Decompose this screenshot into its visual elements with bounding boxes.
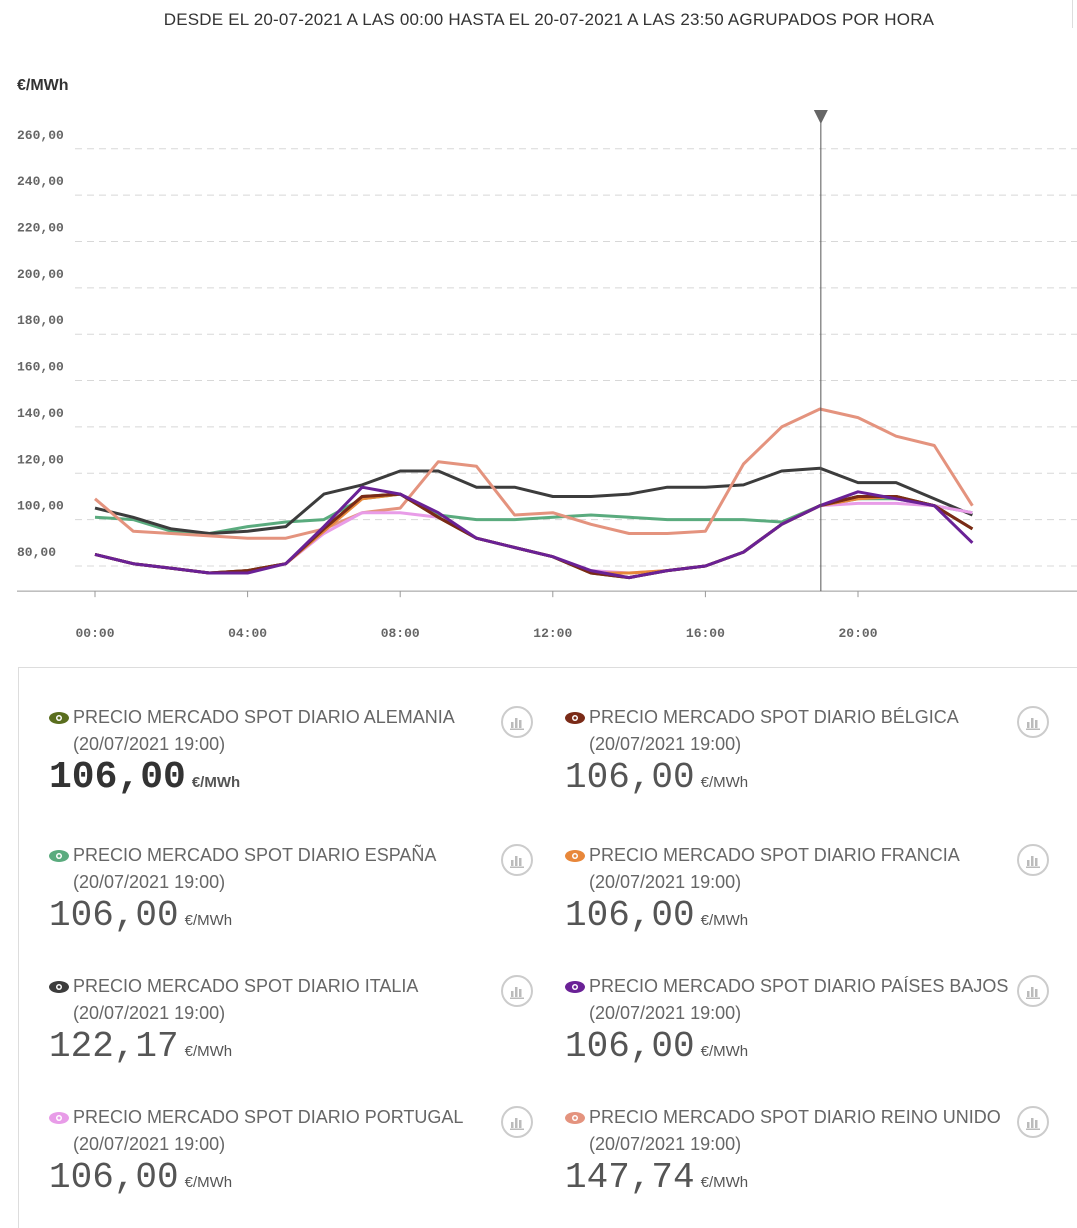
- eye-icon[interactable]: [49, 712, 69, 724]
- legend-unit: €/MWh: [191, 774, 241, 791]
- y-tick-label: 140,00: [17, 406, 64, 421]
- legend-item-reino-unido: PRECIO MERCADO SPOT DIARIO REINO UNIDO (…: [565, 1104, 1035, 1203]
- series-line: [94, 466, 973, 535]
- legend-date: (20/07/2021 19:00): [73, 1003, 226, 1023]
- eye-icon[interactable]: [565, 712, 585, 724]
- legend-unit: €/MWh: [184, 912, 233, 929]
- y-axis-unit: €/MWh: [17, 77, 69, 94]
- legend-value: 147,74: [565, 1157, 695, 1198]
- legend-title: PRECIO MERCADO SPOT DIARIO ALEMANIA: [73, 707, 455, 727]
- legend-unit: €/MWh: [700, 774, 749, 791]
- eye-icon[interactable]: [565, 981, 585, 993]
- legend-title: PRECIO MERCADO SPOT DIARIO ITALIA: [73, 976, 419, 996]
- x-axis-ticks: 00:00 04:00 08:00 12:00 16:00 20:00: [75, 591, 878, 641]
- legend-panel: PRECIO MERCADO SPOT DIARIO ALEMANIA (20/0…: [18, 667, 1077, 1228]
- divider: [1072, 0, 1073, 28]
- legend-date: (20/07/2021 19:00): [589, 872, 742, 892]
- bar-chart-icon[interactable]: [1017, 844, 1049, 876]
- legend-date: (20/07/2021 19:00): [73, 734, 226, 754]
- eye-icon[interactable]: [565, 1112, 585, 1124]
- legend-title: PRECIO MERCADO SPOT DIARIO BÉLGICA: [589, 707, 959, 727]
- legend-item-francia: PRECIO MERCADO SPOT DIARIO FRANCIA (20/07…: [565, 842, 1035, 941]
- eye-icon[interactable]: [49, 850, 69, 862]
- cursor-handle-icon: [813, 110, 828, 124]
- legend-date: (20/07/2021 19:00): [73, 872, 226, 892]
- legend-value: 106,00: [49, 1157, 179, 1198]
- legend-date: (20/07/2021 19:00): [589, 1003, 742, 1023]
- eye-icon[interactable]: [49, 1112, 69, 1124]
- legend-title: PRECIO MERCADO SPOT DIARIO PAÍSES BAJOS: [589, 976, 1009, 996]
- legend-date: (20/07/2021 19:00): [589, 1134, 742, 1154]
- legend-title: PRECIO MERCADO SPOT DIARIO ESPAÑA: [73, 845, 437, 865]
- legend-value: 106,00: [565, 895, 695, 936]
- series-lines: [94, 407, 974, 580]
- x-tick-label: 20:00: [838, 626, 877, 641]
- legend-item-paises-bajos: PRECIO MERCADO SPOT DIARIO PAÍSES BAJOS …: [565, 973, 1035, 1072]
- legend-date: (20/07/2021 19:00): [589, 734, 742, 754]
- legend-item-espana: PRECIO MERCADO SPOT DIARIO ESPAÑA (20/07/…: [49, 842, 519, 941]
- legend-value: 106,00: [565, 1026, 695, 1067]
- x-tick-label: 08:00: [381, 626, 420, 641]
- legend-date: (20/07/2021 19:00): [73, 1134, 226, 1154]
- bar-chart-icon[interactable]: [501, 706, 533, 738]
- legend-unit: €/MWh: [184, 1043, 233, 1060]
- bar-chart-icon[interactable]: [501, 1106, 533, 1138]
- legend-title: PRECIO MERCADO SPOT DIARIO PORTUGAL: [73, 1107, 464, 1127]
- line-chart[interactable]: 80,00 100,00 120,00 140,00 160,00 180,00 200,0…: [0, 100, 1077, 660]
- y-tick-label: 120,00: [17, 452, 64, 467]
- y-axis-ticks: 80,00 100,00 120,00 140,00 160,00 180,00 200,0…: [17, 128, 64, 560]
- legend-item-italia: PRECIO MERCADO SPOT DIARIO ITALIA (20/07/…: [49, 973, 519, 1072]
- y-tick-label: 100,00: [17, 499, 64, 514]
- bar-chart-icon[interactable]: [1017, 1106, 1049, 1138]
- bar-chart-icon[interactable]: [1017, 975, 1049, 1007]
- legend-unit: €/MWh: [700, 1043, 749, 1060]
- x-tick-label: 00:00: [75, 626, 114, 641]
- series-line: [94, 407, 974, 540]
- x-tick-label: 12:00: [533, 626, 572, 641]
- legend-value: 122,17: [49, 1026, 179, 1067]
- y-tick-label: 260,00: [17, 128, 64, 143]
- legend-title: PRECIO MERCADO SPOT DIARIO FRANCIA: [589, 845, 960, 865]
- legend-title: PRECIO MERCADO SPOT DIARIO REINO UNIDO: [589, 1107, 1001, 1127]
- legend-unit: €/MWh: [700, 912, 749, 929]
- chart-subtitle: DESDE EL 20-07-2021 A LAS 00:00 HASTA EL…: [163, 10, 935, 29]
- legend-value: 106,00: [49, 895, 179, 936]
- series-line: [94, 485, 974, 580]
- y-tick-label: 180,00: [17, 313, 64, 328]
- legend-value: 106,00: [49, 756, 186, 799]
- y-tick-label: 200,00: [17, 267, 64, 282]
- legend-item-alemania: PRECIO MERCADO SPOT DIARIO ALEMANIA (20/0…: [49, 704, 519, 803]
- grid-lines: [17, 148, 1077, 592]
- x-tick-label: 16:00: [686, 626, 725, 641]
- legend-item-belgica: PRECIO MERCADO SPOT DIARIO BÉLGICA (20/07…: [565, 704, 1035, 803]
- eye-icon[interactable]: [565, 850, 585, 862]
- y-tick-label: 240,00: [17, 174, 64, 189]
- bar-chart-icon[interactable]: [501, 844, 533, 876]
- time-cursor[interactable]: [813, 110, 828, 592]
- legend-value: 106,00: [565, 757, 695, 798]
- bar-chart-icon[interactable]: [1017, 706, 1049, 738]
- legend-item-portugal: PRECIO MERCADO SPOT DIARIO PORTUGAL (20/0…: [49, 1104, 519, 1203]
- eye-icon[interactable]: [49, 981, 69, 993]
- y-tick-label: 80,00: [17, 545, 56, 560]
- y-tick-label: 160,00: [17, 360, 64, 375]
- y-tick-label: 220,00: [17, 220, 64, 235]
- x-tick-label: 04:00: [228, 626, 267, 641]
- legend-unit: €/MWh: [184, 1174, 233, 1191]
- bar-chart-icon[interactable]: [501, 975, 533, 1007]
- legend-unit: €/MWh: [700, 1174, 749, 1191]
